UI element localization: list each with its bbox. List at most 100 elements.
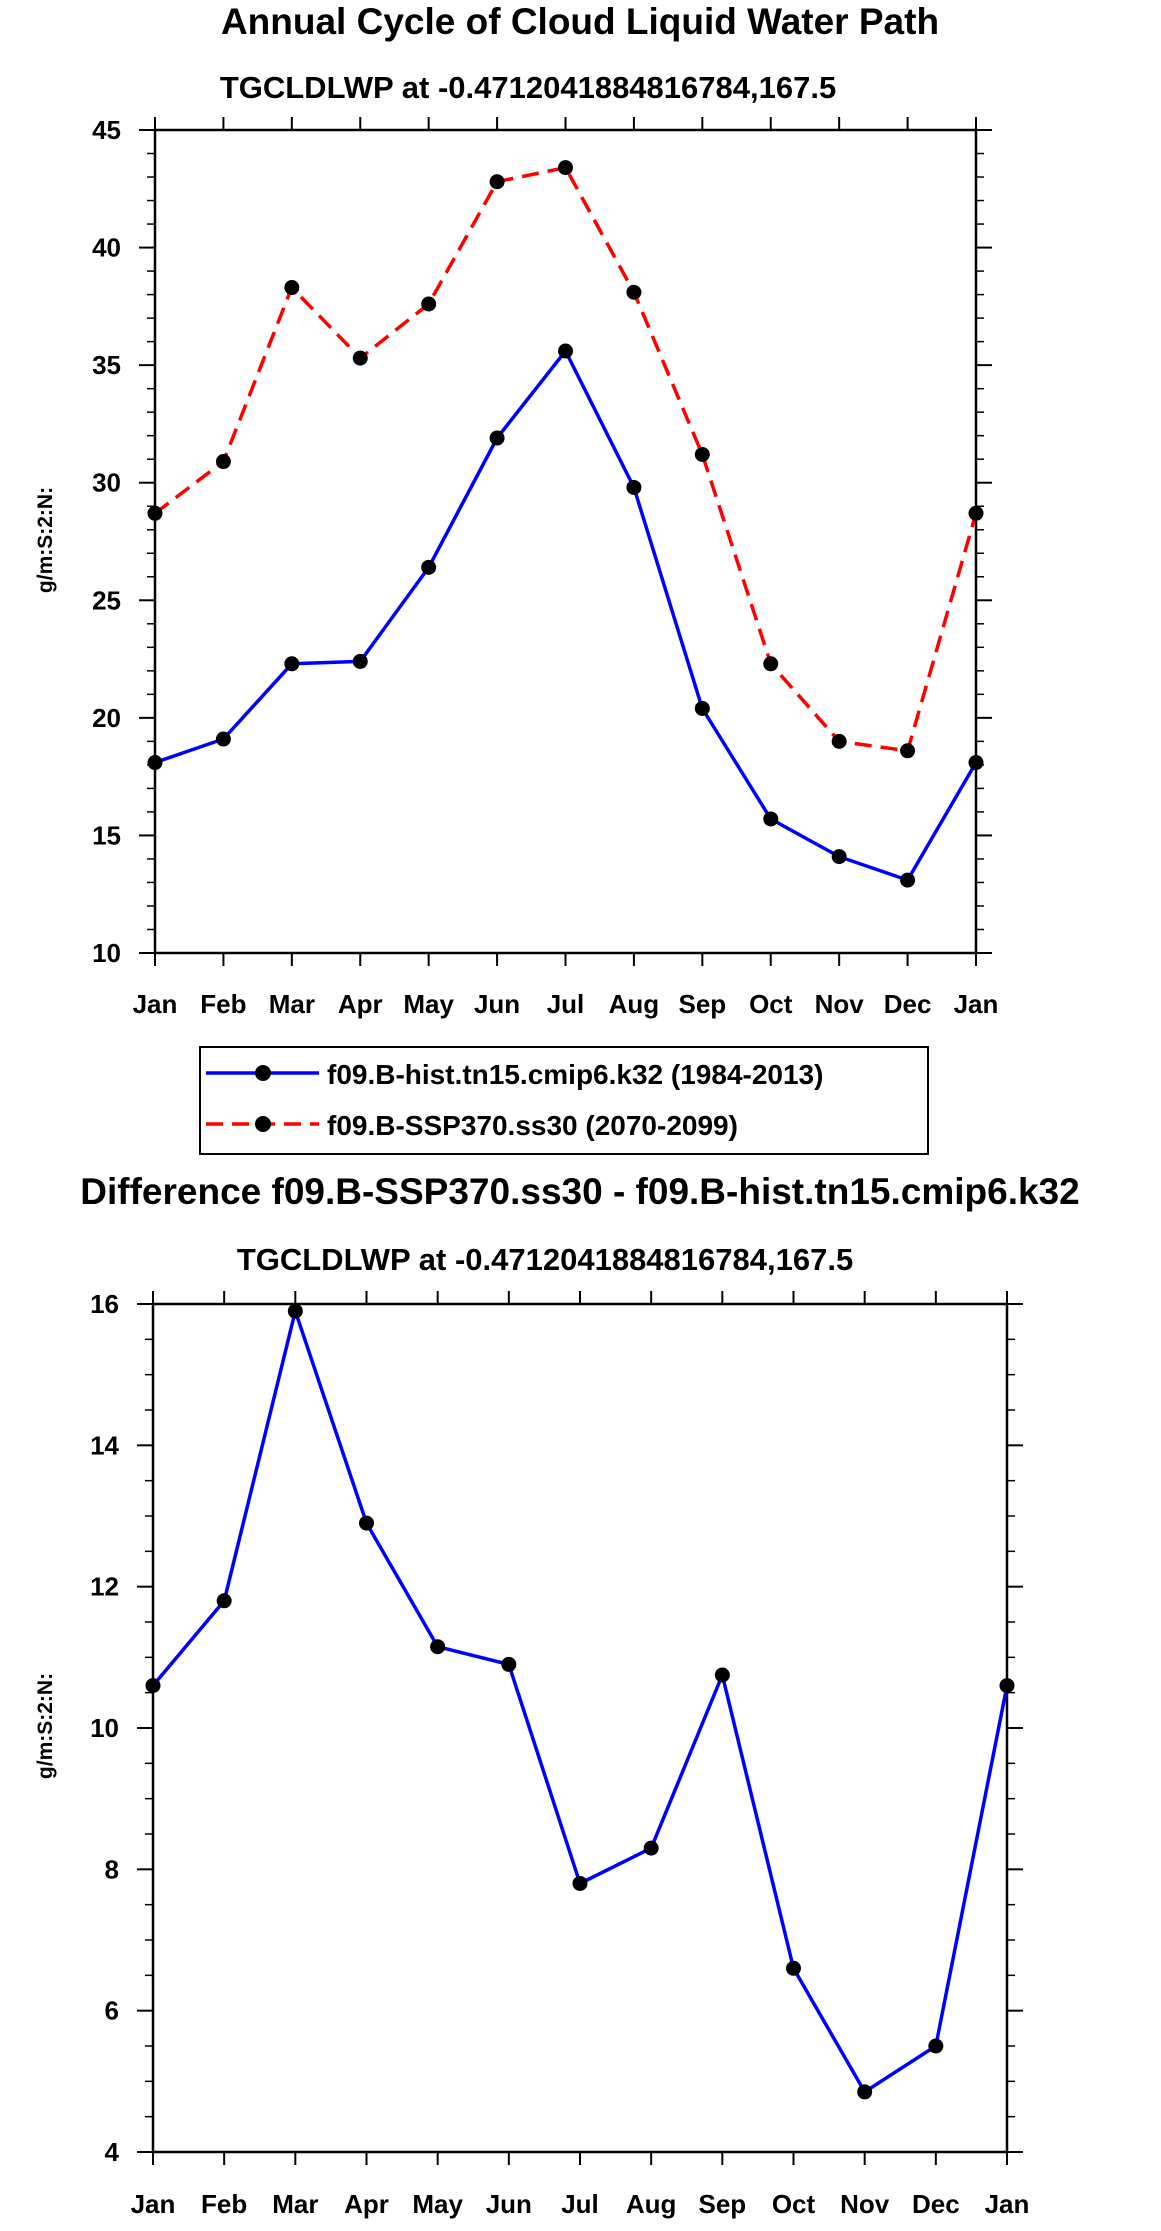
chart1-y-axis-label: g/m:S:2:N: [34,487,57,593]
chart1-subtitle: TGCLDLWP at -0.4712041884816784,167.5 [220,70,836,105]
data-point [786,1960,801,1976]
chart2-x-tick-labels: Jan Feb Mar Apr May Jun Jul Aug Sep Oct Nov Dec Jan [131,2189,1030,2219]
x-tick-label: Oct [772,2189,816,2219]
x-tick-label: Apr [344,2189,389,2219]
y-tick-label: 15 [92,820,121,850]
y-tick-label: 14 [90,1430,119,1460]
data-point [421,559,437,575]
annual-cycle-chart: Annual Cycle of Cloud Liquid Water Path … [34,1,999,1155]
data-point [501,1656,517,1672]
x-tick-label: Sep [698,2189,746,2219]
y-tick-label: 6 [105,1996,119,2026]
data-point [968,755,984,771]
y-tick-label: 25 [92,585,121,615]
y-tick-label: 8 [105,1854,119,1884]
data-point [831,849,847,865]
x-tick-label: Sep [678,989,726,1019]
plot-frame [153,128,978,955]
data-point [215,731,231,747]
chart1-axes [139,117,992,966]
data-point [352,350,368,366]
x-tick-label: Jun [474,989,520,1019]
data-point [900,743,916,759]
data-point [287,1303,303,1319]
chart2-y-axis-label: g/m:S:2:N: [34,1673,57,1779]
series-line-0 [151,1309,1009,2094]
chart1-series-lines [153,165,978,882]
data-point [147,505,163,521]
chart2-subtitle: TGCLDLWP at -0.4712041884816784,167.5 [237,1242,853,1277]
data-point [999,1678,1015,1694]
y-tick-label: 40 [92,233,121,263]
chart2-y-tick-labels: 4 6 8 10 12 14 16 [90,1289,119,2167]
x-tick-label: Mar [269,989,315,1019]
x-tick-label: Jun [486,2189,532,2219]
data-point [359,1515,374,1531]
data-point [626,284,642,300]
chart2-series-lines [151,1309,1009,2094]
data-point [643,1840,659,1856]
y-tick-label: 10 [92,938,121,968]
x-tick-label: May [403,989,454,1019]
y-tick-label: 20 [92,703,121,733]
data-point [714,1667,730,1683]
y-tick-label: 45 [92,115,121,145]
x-tick-label: Feb [200,989,246,1019]
x-tick-label: May [412,2189,463,2219]
x-tick-label: Jan [985,2189,1030,2219]
x-tick-label: Feb [201,2189,247,2219]
x-tick-label: Nov [840,2189,890,2219]
data-point [215,454,231,470]
plot-frame [151,1302,1009,2154]
y-tick-label: 10 [90,1713,119,1743]
x-tick-label: Jul [561,2189,599,2219]
chart1-y-tick-labels: 10 15 20 25 30 35 40 45 [92,115,121,968]
data-point [489,430,505,446]
x-tick-label: Mar [272,2189,318,2219]
chart2-title: Difference f09.B-SSP370.ss30 - f09.B-his… [80,1171,1079,1212]
data-point [572,1875,588,1891]
data-point [284,656,300,672]
y-tick-label: 16 [90,1289,119,1319]
y-tick-label: 12 [90,1572,119,1602]
legend-box [199,1046,929,1155]
chart2-axes [137,1291,1023,2165]
legend-marker-ssp [255,1116,271,1132]
data-point [558,160,573,176]
x-tick-label: Nov [815,989,865,1019]
data-point [694,700,710,716]
data-point [489,174,505,190]
data-point [968,505,984,521]
data-point [421,296,437,312]
data-point [352,653,368,669]
chart1-series-points [147,160,984,888]
y-tick-label: 4 [105,2137,120,2167]
x-tick-label: Dec [884,989,932,1019]
data-point [430,1639,446,1655]
data-point [694,446,710,462]
chart1-x-tick-labels: Jan Feb Mar Apr May Jun Jul Aug Sep Oct Nov Dec Jan [133,989,999,1019]
chart1-title: Annual Cycle of Cloud Liquid Water Path [221,1,939,42]
data-point [145,1678,161,1694]
x-tick-label: Jan [954,989,999,1019]
data-point [928,2038,944,2054]
data-point [763,811,779,827]
legend-marker-hist [255,1065,271,1081]
chart1-legend: f09.B-hist.tn15.cmip6.k32 (1984-2013) f0… [199,1046,929,1155]
chart2-series-points [145,1303,1015,2100]
data-point [831,733,847,749]
data-point [900,872,916,888]
y-tick-label: 30 [92,468,121,498]
data-point [558,343,573,359]
difference-chart: Difference f09.B-SSP370.ss30 - f09.B-his… [34,1171,1080,2219]
x-tick-label: Aug [609,989,660,1019]
x-tick-label: Jan [131,2189,176,2219]
legend-label-hist: f09.B-hist.tn15.cmip6.k32 (1984-2013) [327,1059,823,1090]
data-point [284,280,300,296]
legend-label-ssp: f09.B-SSP370.ss30 (2070-2099) [327,1110,738,1141]
data-point [626,479,642,495]
x-tick-label: Dec [912,2189,960,2219]
x-tick-label: Aug [626,2189,677,2219]
x-tick-label: Apr [338,989,383,1019]
